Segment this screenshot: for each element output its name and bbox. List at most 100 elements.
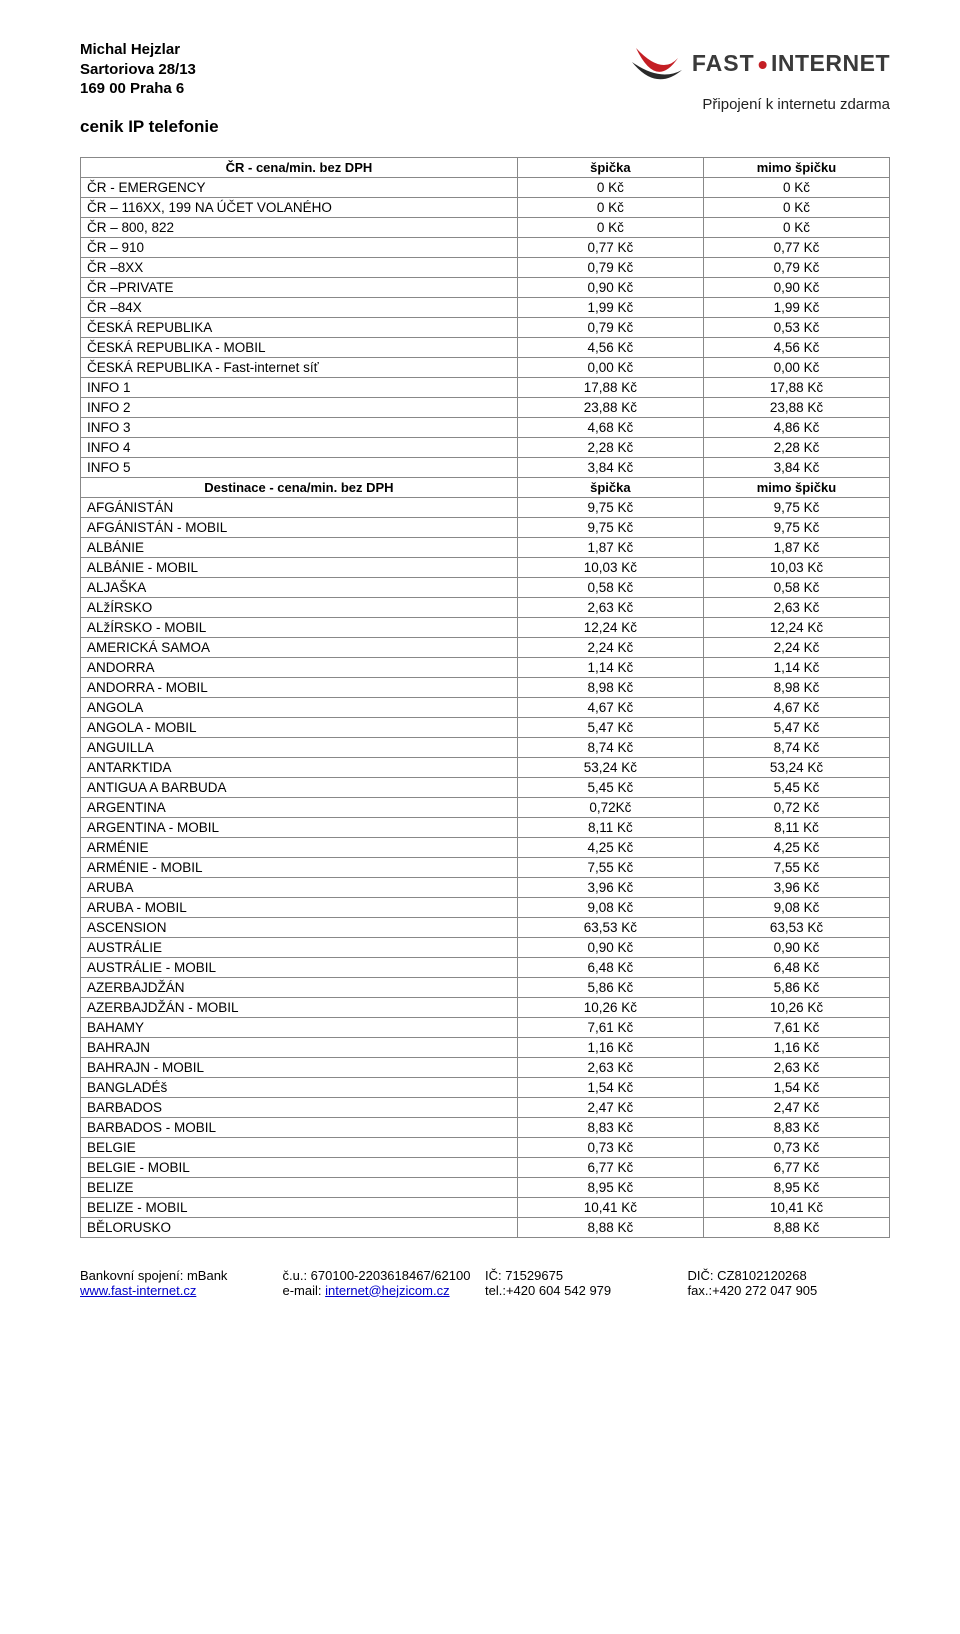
row-peak-price: 6,77 Kč [517,1157,703,1177]
table-row: ARMÉNIE4,25 Kč4,25 Kč [81,837,890,857]
row-label: BAHRAJN [81,1037,518,1057]
row-peak-price: 4,67 Kč [517,697,703,717]
table-row: AZERBAJDŽÁN5,86 Kč5,86 Kč [81,977,890,997]
row-peak-price: 0,79 Kč [517,257,703,277]
row-offpeak-price: 5,86 Kč [703,977,889,997]
row-offpeak-price: 1,54 Kč [703,1077,889,1097]
row-offpeak-price: 23,88 Kč [703,397,889,417]
table-row: ČR –8XX0,79 Kč0,79 Kč [81,257,890,277]
row-peak-price: 2,63 Kč [517,1057,703,1077]
row-label: BAHAMY [81,1017,518,1037]
row-peak-price: 4,68 Kč [517,417,703,437]
row-peak-price: 8,95 Kč [517,1177,703,1197]
row-label: BELIZE - MOBIL [81,1197,518,1217]
row-offpeak-price: 1,14 Kč [703,657,889,677]
row-offpeak-price: 0 Kč [703,177,889,197]
row-label: ARGENTINA - MOBIL [81,817,518,837]
table-row: INFO 53,84 Kč3,84 Kč [81,457,890,477]
row-label: BARBADOS [81,1097,518,1117]
row-label: AFGÁNISTÁN - MOBIL [81,517,518,537]
row-peak-price: 8,11 Kč [517,817,703,837]
row-offpeak-price: 12,24 Kč [703,617,889,637]
row-label: ČR – 800, 822 [81,217,518,237]
row-peak-price: 0,77 Kč [517,237,703,257]
table-row: ALžÍRSKO - MOBIL12,24 Kč12,24 Kč [81,617,890,637]
row-label: ALžÍRSKO [81,597,518,617]
table-row: AUSTRÁLIE - MOBIL6,48 Kč6,48 Kč [81,957,890,977]
row-offpeak-price: 4,56 Kč [703,337,889,357]
row-peak-price: 0,73 Kč [517,1137,703,1157]
row-label: INFO 1 [81,377,518,397]
row-peak-price: 0 Kč [517,197,703,217]
row-offpeak-price: 0,73 Kč [703,1137,889,1157]
footer-ic: IČ: 71529675 [485,1268,688,1283]
row-label: AUSTRÁLIE [81,937,518,957]
table-row: INFO 34,68 Kč4,86 Kč [81,417,890,437]
row-label: ANTARKTIDA [81,757,518,777]
row-label: BAHRAJN - MOBIL [81,1057,518,1077]
footer-col-3: IČ: 71529675 tel.:+420 604 542 979 [485,1268,688,1298]
table-row: ARUBA3,96 Kč3,96 Kč [81,877,890,897]
row-label: ARUBA - MOBIL [81,897,518,917]
row-peak-price: 3,96 Kč [517,877,703,897]
row-label: ANDORRA [81,657,518,677]
row-label: ARMÉNIE - MOBIL [81,857,518,877]
row-offpeak-price: 0,58 Kč [703,577,889,597]
contact-street: Sartoriova 28/13 [80,60,628,80]
row-peak-price: 10,41 Kč [517,1197,703,1217]
row-offpeak-price: 7,61 Kč [703,1017,889,1037]
brand-logo: FAST•INTERNET [628,40,890,90]
footer-dic: DIČ: CZ8102120268 [688,1268,891,1283]
row-offpeak-price: 0,79 Kč [703,257,889,277]
column-header-offpeak: mimo špičku [703,477,889,497]
row-peak-price: 1,54 Kč [517,1077,703,1097]
row-offpeak-price: 1,16 Kč [703,1037,889,1057]
brand-wordmark: FAST•INTERNET [692,49,890,81]
table-row: AFGÁNISTÁN9,75 Kč9,75 Kč [81,497,890,517]
row-peak-price: 4,25 Kč [517,837,703,857]
row-label: ČR –84X [81,297,518,317]
table-row: ALBÁNIE1,87 Kč1,87 Kč [81,537,890,557]
table-row: ANTIGUA A BARBUDA5,45 Kč5,45 Kč [81,777,890,797]
brand-tagline: Připojení k internetu zdarma [628,96,890,113]
row-peak-price: 4,56 Kč [517,337,703,357]
row-offpeak-price: 10,41 Kč [703,1197,889,1217]
brand-fast: FAST [692,50,755,76]
table-row: ANTARKTIDA53,24 Kč53,24 Kč [81,757,890,777]
row-offpeak-price: 0,00 Kč [703,357,889,377]
row-offpeak-price: 0,72 Kč [703,797,889,817]
row-offpeak-price: 9,75 Kč [703,517,889,537]
row-offpeak-price: 9,08 Kč [703,897,889,917]
document-title: cenik IP telefonie [80,117,628,137]
row-label: AMERICKÁ SAMOA [81,637,518,657]
header-right: FAST•INTERNET Připojení k internetu zdar… [628,40,890,113]
table-row: ASCENSION63,53 Kč63,53 Kč [81,917,890,937]
row-offpeak-price: 4,67 Kč [703,697,889,717]
row-offpeak-price: 8,11 Kč [703,817,889,837]
footer-bank: Bankovní spojení: mBank [80,1268,283,1283]
row-label: INFO 2 [81,397,518,417]
row-offpeak-price: 0,77 Kč [703,237,889,257]
table-row: ARGENTINA - MOBIL8,11 Kč8,11 Kč [81,817,890,837]
swoosh-icon [628,40,684,90]
row-label: BELGIE [81,1137,518,1157]
row-peak-price: 7,61 Kč [517,1017,703,1037]
contact-city: 169 00 Praha 6 [80,79,628,99]
table-row: BAHAMY7,61 Kč7,61 Kč [81,1017,890,1037]
row-peak-price: 9,08 Kč [517,897,703,917]
table-row: ČR - EMERGENCY0 Kč0 Kč [81,177,890,197]
section-label: Destinace - cena/min. bez DPH [81,477,518,497]
row-offpeak-price: 0 Kč [703,217,889,237]
row-peak-price: 0,90 Kč [517,277,703,297]
row-peak-price: 7,55 Kč [517,857,703,877]
table-row: ARUBA - MOBIL9,08 Kč9,08 Kč [81,897,890,917]
footer-url-link[interactable]: www.fast-internet.cz [80,1283,196,1298]
row-offpeak-price: 1,87 Kč [703,537,889,557]
row-peak-price: 5,47 Kč [517,717,703,737]
row-peak-price: 17,88 Kč [517,377,703,397]
section-header-row: ČR - cena/min. bez DPHšpičkamimo špičku [81,157,890,177]
footer-email-link[interactable]: internet@hejzicom.cz [325,1283,449,1298]
row-label: BARBADOS - MOBIL [81,1117,518,1137]
column-header-peak: špička [517,157,703,177]
table-row: ARGENTINA0,72Kč0,72 Kč [81,797,890,817]
